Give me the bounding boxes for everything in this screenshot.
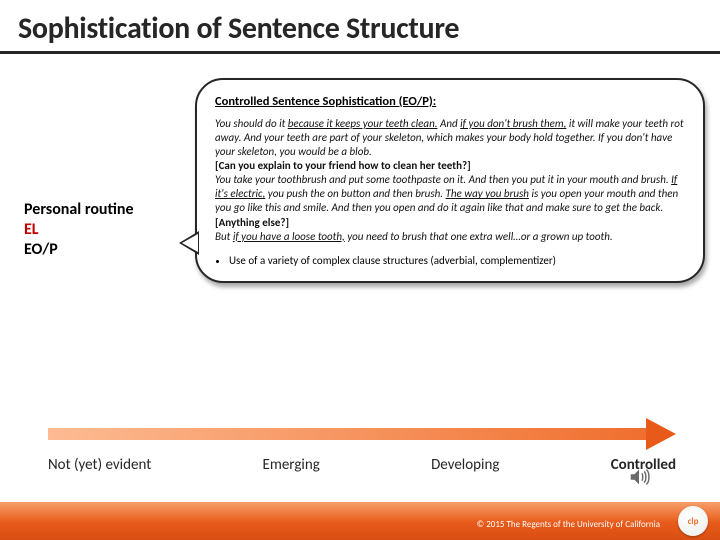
slide-title: Sophistication of Sentence Structure [0, 0, 720, 51]
slide: Sophistication of Sentence Structure Per… [0, 0, 720, 540]
copyright: © 2015 The Regents of the University of … [477, 519, 660, 530]
bubble-tail [179, 231, 199, 255]
footer-band: © 2015 The Regents of the University of … [0, 502, 720, 540]
progress-arrow [48, 418, 676, 450]
left-column: Personal routine EL EO/P [24, 200, 189, 260]
arrow-head-icon [646, 418, 676, 450]
left-line-1: Personal routine [24, 200, 189, 220]
speaker-icon [628, 466, 650, 488]
stage-3: Developing [431, 456, 499, 474]
stage-labels: Not (yet) evident Emerging Developing Co… [48, 456, 676, 474]
bubble-heading: Controlled Sentence Sophistication (EO/P… [215, 94, 685, 109]
speech-bubble: Controlled Sentence Sophistication (EO/P… [195, 78, 705, 283]
left-line-2: EL [24, 220, 189, 240]
left-line-3: EO/P [24, 240, 189, 260]
title-rule [0, 51, 720, 54]
uc-logo-icon: clp [678, 506, 708, 536]
bubble-body: You should do it because it keeps your t… [215, 117, 685, 244]
bubble-bullet: Use of a variety of complex clause struc… [229, 254, 685, 267]
arrow-shaft [48, 428, 646, 440]
stage-2: Emerging [263, 456, 320, 474]
stage-1: Not (yet) evident [48, 456, 151, 474]
